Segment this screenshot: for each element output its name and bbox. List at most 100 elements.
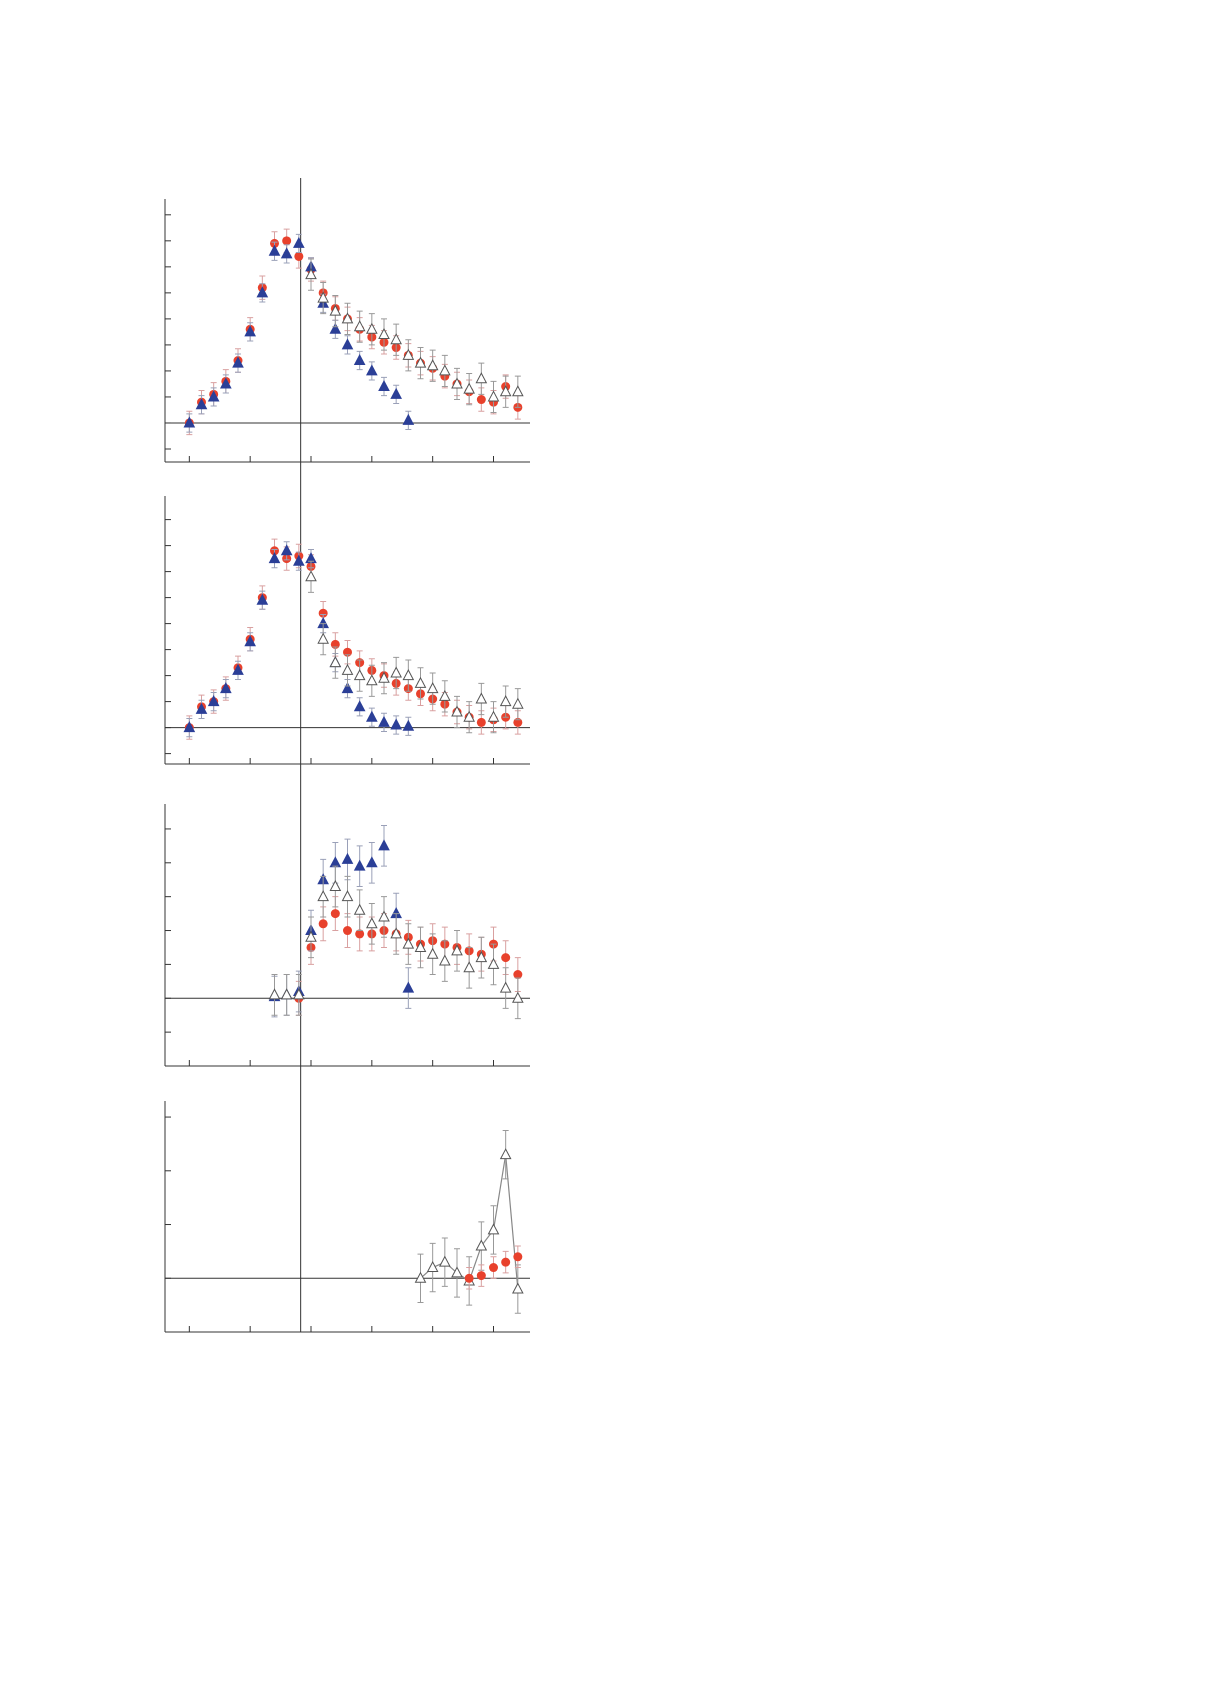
point	[499, 981, 512, 993]
point	[353, 903, 366, 915]
point	[463, 961, 475, 973]
point	[402, 981, 415, 993]
point	[293, 236, 305, 248]
point	[513, 970, 523, 980]
point	[475, 1239, 488, 1251]
point	[402, 413, 415, 425]
point	[487, 1223, 500, 1235]
point	[207, 695, 220, 707]
point	[512, 1282, 524, 1294]
point	[426, 947, 439, 959]
point	[487, 390, 500, 402]
point	[390, 927, 402, 939]
point	[487, 957, 500, 969]
point	[475, 951, 488, 963]
point	[366, 364, 378, 376]
point	[280, 247, 293, 259]
point	[366, 917, 378, 929]
point	[451, 377, 463, 389]
point	[268, 244, 281, 256]
point	[317, 632, 329, 644]
point	[501, 953, 511, 963]
point	[475, 372, 488, 384]
point	[256, 286, 269, 298]
point	[366, 710, 378, 722]
point	[341, 312, 354, 324]
point	[464, 1273, 474, 1283]
point	[207, 390, 220, 402]
point	[499, 695, 512, 707]
point	[378, 839, 390, 851]
point	[280, 544, 293, 556]
point	[256, 593, 269, 605]
point	[366, 322, 378, 334]
point	[280, 988, 293, 1000]
point	[512, 697, 524, 709]
point	[341, 852, 354, 864]
point	[244, 325, 256, 337]
point	[232, 663, 244, 675]
point	[390, 718, 402, 730]
point	[512, 991, 524, 1003]
point	[318, 919, 328, 929]
point	[439, 364, 451, 376]
point	[439, 954, 451, 966]
point	[329, 879, 342, 892]
point	[476, 717, 486, 727]
point	[378, 671, 390, 683]
point	[195, 398, 208, 410]
point	[451, 944, 463, 956]
point	[366, 674, 378, 686]
point	[390, 666, 402, 678]
point	[305, 930, 317, 942]
point	[402, 348, 415, 360]
point	[282, 236, 292, 246]
point	[439, 689, 451, 701]
point	[439, 1255, 451, 1267]
point	[341, 338, 354, 350]
point	[244, 635, 256, 647]
point	[378, 715, 390, 727]
point	[305, 268, 317, 280]
point	[317, 890, 329, 902]
point	[513, 1252, 523, 1262]
point	[293, 554, 305, 566]
point	[512, 385, 524, 397]
point	[353, 859, 366, 871]
point	[268, 552, 281, 564]
point	[426, 682, 439, 694]
point	[353, 353, 366, 366]
point	[378, 910, 390, 922]
point	[305, 570, 317, 582]
point	[451, 1266, 463, 1278]
point	[232, 356, 244, 368]
point	[487, 710, 500, 722]
point	[414, 940, 427, 952]
point	[353, 320, 366, 332]
point	[343, 926, 352, 936]
point	[341, 663, 354, 675]
point	[330, 909, 340, 919]
point	[355, 929, 365, 939]
point	[378, 379, 390, 392]
point	[329, 856, 342, 868]
point	[402, 719, 415, 731]
point	[353, 669, 366, 681]
point	[183, 416, 196, 428]
point	[463, 710, 475, 722]
point	[499, 1148, 512, 1160]
point	[353, 700, 366, 712]
point	[268, 988, 281, 1000]
point	[414, 356, 427, 368]
point	[317, 291, 329, 303]
point	[378, 327, 390, 339]
point	[475, 692, 488, 704]
point	[476, 1271, 486, 1281]
point	[329, 322, 342, 334]
point	[195, 702, 208, 714]
point	[318, 608, 328, 618]
point	[390, 387, 402, 399]
point	[341, 890, 354, 902]
point	[329, 656, 342, 668]
point	[501, 1257, 511, 1267]
